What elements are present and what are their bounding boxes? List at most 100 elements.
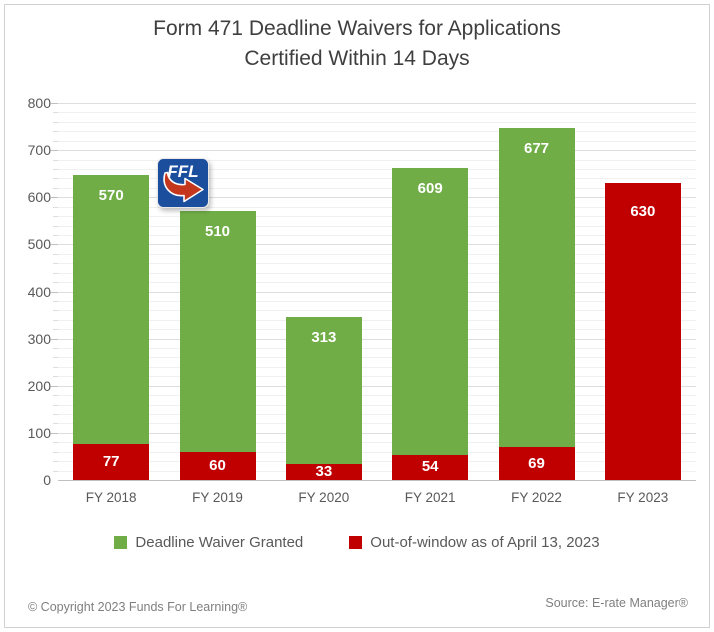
y-gridline xyxy=(58,197,696,199)
bar-value-label: 69 xyxy=(528,454,545,472)
y-axis-tick xyxy=(53,404,58,406)
bar-segment-deadline-waiver-granted xyxy=(498,128,575,448)
y-gridline xyxy=(58,234,696,236)
y-axis-tick xyxy=(53,272,58,274)
y-gridline xyxy=(58,376,696,378)
y-gridline xyxy=(58,404,696,406)
y-gridline xyxy=(58,442,696,444)
y-gridline xyxy=(58,432,696,434)
bar-segment-out-of-window-as-of-april-13-2023 xyxy=(179,451,256,480)
y-gridline xyxy=(58,244,696,246)
y-gridline xyxy=(58,470,696,472)
chart-title-line2: Certified Within 14 Days xyxy=(244,47,470,70)
bar-segment-deadline-waiver-granted xyxy=(285,316,362,465)
y-axis-tick xyxy=(53,178,58,180)
y-gridline xyxy=(58,282,696,284)
bar-segment-out-of-window-as-of-april-13-2023 xyxy=(392,454,469,480)
legend-swatch-icon xyxy=(114,536,128,549)
y-gridline xyxy=(58,451,696,453)
y-axis-tick xyxy=(53,310,58,312)
ffl-logo: FFL xyxy=(157,158,209,208)
bar-segment-out-of-window-as-of-april-13-2023 xyxy=(73,443,150,480)
x-axis-label: FY 2021 xyxy=(404,490,456,505)
x-axis-label: FY 2020 xyxy=(298,490,350,505)
y-axis-tick xyxy=(51,291,58,293)
y-gridline xyxy=(58,319,696,321)
bar-value-label: 510 xyxy=(204,223,231,241)
y-axis-tick xyxy=(53,414,58,416)
bar-value-label: 54 xyxy=(421,458,439,476)
legend-item: Deadline Waiver Granted xyxy=(114,534,303,551)
bar-value-label: 60 xyxy=(209,456,226,474)
bar-segment-deadline-waiver-granted xyxy=(179,211,256,452)
y-axis-tick xyxy=(53,140,58,142)
y-axis-tick xyxy=(53,206,58,208)
y-gridline xyxy=(58,272,696,274)
y-axis-tick xyxy=(51,103,58,104)
bar-value-label: 77 xyxy=(102,452,120,470)
y-gridline xyxy=(58,366,696,368)
y-gridline xyxy=(58,348,696,350)
legend: Deadline Waiver Granted Out-of-window as … xyxy=(0,534,714,551)
y-axis-label: 700 xyxy=(27,142,51,159)
y-gridline xyxy=(58,168,696,170)
y-axis-tick xyxy=(53,159,58,161)
chart-title: Form 471 Deadline Waivers for Applicatio… xyxy=(0,14,714,74)
ffl-logo-graphic: FFL xyxy=(157,158,209,208)
y-axis-tick xyxy=(53,348,58,350)
y-axis-tick xyxy=(51,150,58,152)
y-axis-tick xyxy=(53,357,58,359)
bar-value-label: 630 xyxy=(630,203,656,221)
y-axis-tick xyxy=(53,263,58,265)
x-axis-line xyxy=(58,480,696,481)
y-gridline xyxy=(58,253,696,255)
y-axis-tick xyxy=(53,395,58,397)
y-axis-tick xyxy=(53,253,58,255)
y-axis-label: 100 xyxy=(27,424,51,441)
y-gridline xyxy=(58,310,696,312)
y-gridline xyxy=(58,461,696,463)
y-axis-tick xyxy=(53,216,58,218)
y-gridline xyxy=(58,329,696,331)
bar-value-label: 313 xyxy=(311,328,337,346)
bar-value-label: 677 xyxy=(523,140,550,158)
y-axis-tick xyxy=(53,376,58,378)
chart-title-line1: Form 471 Deadline Waivers for Applicatio… xyxy=(153,17,561,40)
y-gridline xyxy=(58,140,696,142)
svg-text:FFL: FFL xyxy=(167,162,198,181)
y-axis-tick xyxy=(53,300,58,302)
y-axis-tick xyxy=(53,451,58,453)
y-axis-tick xyxy=(53,282,58,284)
y-gridline xyxy=(58,423,696,425)
y-axis-tick xyxy=(51,385,58,387)
y-gridline xyxy=(58,414,696,416)
y-axis-label: 500 xyxy=(27,236,51,253)
y-gridline xyxy=(58,263,696,265)
y-gridline xyxy=(58,291,696,293)
y-axis-tick xyxy=(51,338,58,340)
y-gridline xyxy=(58,121,696,123)
y-axis-tick xyxy=(53,168,58,170)
y-axis-tick xyxy=(53,329,58,331)
legend-item: Out-of-window as of April 13, 2023 xyxy=(349,534,600,551)
y-gridline xyxy=(58,112,696,114)
y-axis-label: 300 xyxy=(27,330,51,347)
x-axis-label: FY 2018 xyxy=(85,490,137,505)
y-gridline xyxy=(58,206,696,208)
y-axis-label: 400 xyxy=(27,283,51,300)
y-gridline xyxy=(58,225,696,227)
legend-label: Out-of-window as of April 13, 2023 xyxy=(370,534,600,551)
y-axis-label: 600 xyxy=(27,189,51,206)
y-axis-tick xyxy=(53,470,58,472)
x-axis-label: FY 2019 xyxy=(192,490,243,505)
bar-value-label: 609 xyxy=(417,179,443,197)
y-gridline xyxy=(58,216,696,218)
y-axis-tick xyxy=(53,366,58,368)
y-axis-tick xyxy=(53,319,58,321)
y-axis-tick xyxy=(51,244,58,246)
y-gridline xyxy=(58,150,696,152)
bar-segment-out-of-window-as-of-april-13-2023 xyxy=(285,464,362,480)
y-gridline xyxy=(58,395,696,397)
